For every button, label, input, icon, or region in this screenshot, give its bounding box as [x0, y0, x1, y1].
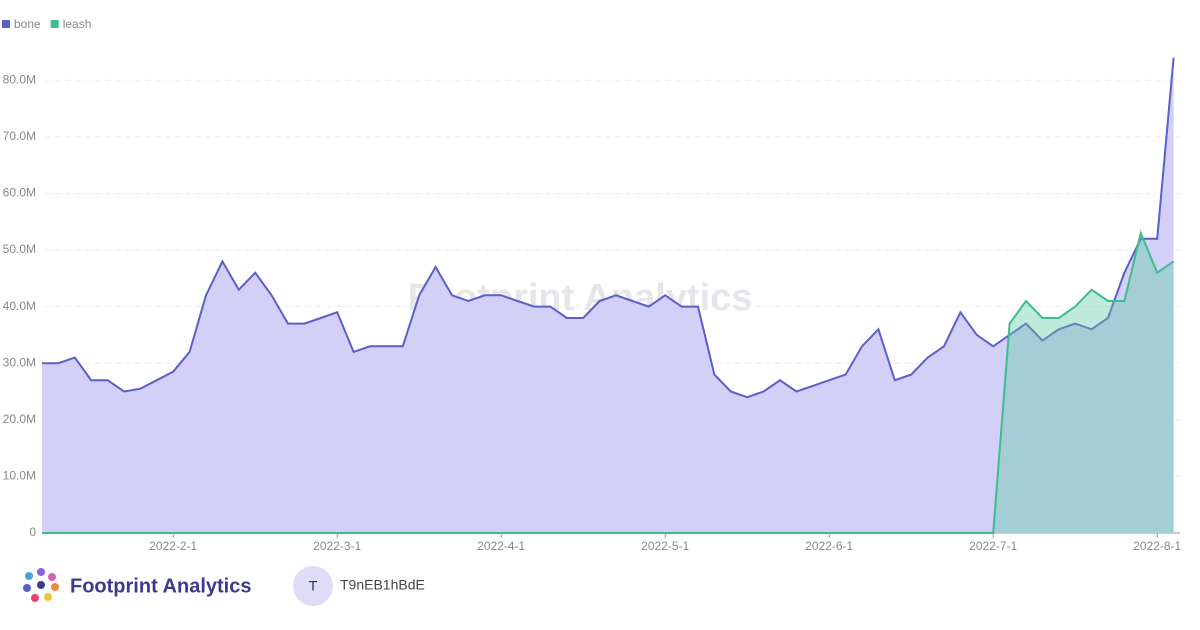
- user-name: T9nEB1hBdE: [340, 577, 425, 593]
- y-tick-label: 20.0M: [3, 412, 36, 426]
- y-tick-label: 50.0M: [3, 242, 36, 256]
- y-tick-label: 30.0M: [3, 355, 36, 369]
- legend-swatch: [2, 20, 10, 28]
- y-tick-label: 0: [29, 525, 36, 539]
- area-fill: [42, 57, 1174, 533]
- y-tick-label: 80.0M: [3, 72, 36, 86]
- x-tick-label: 2022-4-1: [477, 539, 525, 553]
- y-tick-label: 10.0M: [3, 469, 36, 483]
- x-tick-label: 2022-8-1: [1133, 539, 1181, 553]
- legend-swatch: [50, 20, 59, 28]
- avatar-letter: T: [309, 578, 318, 594]
- area-line: [42, 229, 1175, 534]
- y-tick-label: 40.0M: [3, 299, 36, 313]
- legend-label: bone: [14, 17, 41, 31]
- area-fill: [42, 233, 1174, 533]
- area-line: [42, 57, 1175, 399]
- x-tick-label: 2022-6-1: [805, 539, 853, 553]
- x-tick-label: 2022-7-1: [969, 539, 1017, 553]
- y-tick-label: 70.0M: [3, 129, 36, 143]
- x-tick-label: 2022-2-1: [149, 539, 197, 553]
- legend-label: leash: [63, 17, 92, 31]
- x-tick-label: 2022-5-1: [641, 539, 689, 553]
- y-tick-label: 60.0M: [3, 186, 36, 200]
- brand-name: Footprint Analytics: [70, 575, 251, 597]
- brand-logo: [23, 568, 59, 602]
- avatar: [293, 566, 333, 606]
- x-tick-label: 2022-3-1: [313, 539, 361, 553]
